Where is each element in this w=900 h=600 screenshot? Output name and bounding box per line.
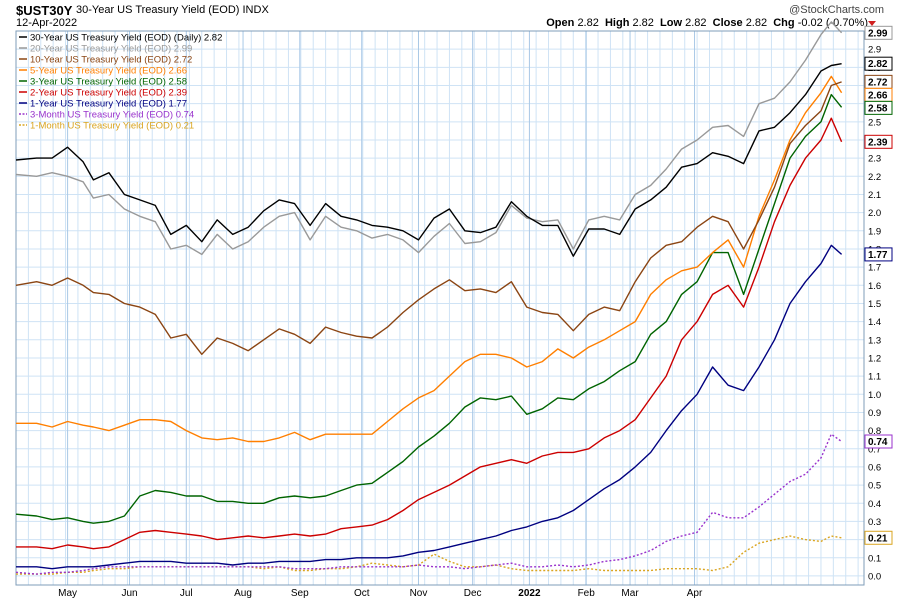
y-tick-label: 1.9 bbox=[868, 226, 881, 237]
last-value-label: 0.74 bbox=[868, 437, 888, 448]
y-tick-label: 0.1 bbox=[868, 553, 881, 564]
last-value-label: 2.82 bbox=[868, 59, 888, 70]
ticker-symbol: $UST30Y bbox=[16, 3, 73, 18]
legend-entry: 30-Year US Treasury Yield (EOD) (Daily) … bbox=[30, 33, 222, 44]
series-line bbox=[16, 244, 843, 570]
x-tick-label: Jul bbox=[180, 588, 193, 599]
x-tick-label: Aug bbox=[234, 588, 252, 599]
x-tick-label: Dec bbox=[464, 588, 482, 599]
series-line bbox=[16, 535, 842, 575]
y-tick-label: 0.7 bbox=[868, 444, 881, 455]
y-tick-label: 1.7 bbox=[868, 263, 881, 274]
x-tick-label: Feb bbox=[578, 588, 596, 599]
series-line bbox=[16, 75, 843, 443]
high-value: 2.82 bbox=[632, 17, 654, 29]
x-tick-label: Jun bbox=[121, 588, 137, 599]
last-value-label: 2.39 bbox=[868, 137, 888, 148]
last-value-box bbox=[864, 530, 893, 545]
y-tick-label: 1.0 bbox=[868, 390, 881, 401]
chart-date: 12-Apr-2022 bbox=[16, 17, 78, 29]
y-tick-label: 2.1 bbox=[868, 190, 881, 201]
open-label: Open bbox=[546, 17, 575, 29]
legend-entry: 3-Month US Treasury Yield (EOD) 0.74 bbox=[30, 110, 194, 121]
y-tick-label: 2.3 bbox=[868, 154, 881, 165]
x-tick-label: Nov bbox=[410, 588, 428, 599]
legend-entry: 3-Year US Treasury Yield (EOD) 2.58 bbox=[30, 77, 187, 88]
last-value-box bbox=[864, 100, 893, 115]
series-line bbox=[15, 21, 843, 256]
title-text: 30-Year US Treasury Yield (EOD) bbox=[76, 4, 240, 16]
legend-entry: 2-Year US Treasury Yield (EOD) 2.39 bbox=[30, 88, 187, 99]
legend-entry: 10-Year US Treasury Yield (EOD) 2.72 bbox=[30, 55, 192, 66]
stockcharts-watermark: @StockCharts.com bbox=[789, 4, 884, 16]
close-label: Close bbox=[712, 17, 743, 29]
y-tick-label: 2.0 bbox=[868, 208, 881, 219]
series-line bbox=[16, 117, 843, 550]
y-tick-label: 1.4 bbox=[868, 317, 881, 328]
chart-menu-icon[interactable] bbox=[868, 21, 876, 26]
last-value-box bbox=[864, 247, 893, 262]
y-tick-label: 0.0 bbox=[868, 571, 881, 582]
close-value: 2.82 bbox=[745, 17, 768, 29]
chg-label: Chg bbox=[773, 17, 795, 29]
legend-entry: 20-Year US Treasury Yield (EOD) 2.99 bbox=[30, 44, 192, 55]
low-label: Low bbox=[660, 17, 683, 29]
last-value-box bbox=[864, 434, 893, 449]
last-value-label: 2.72 bbox=[868, 77, 888, 88]
y-tick-label: 2.9 bbox=[868, 45, 881, 56]
plot-background bbox=[16, 31, 864, 585]
x-tick-label: Mar bbox=[621, 588, 639, 599]
y-tick-label: 0.6 bbox=[868, 462, 881, 473]
last-value-box bbox=[864, 134, 893, 149]
y-tick-label: 1.2 bbox=[868, 353, 881, 364]
last-value-label: 2.99 bbox=[868, 28, 888, 39]
y-tick-label: 2.2 bbox=[868, 172, 881, 183]
exchange-label: INDX bbox=[242, 4, 269, 16]
chart-title: 30-Year US Treasury Yield (EOD) INDX bbox=[76, 4, 269, 16]
open-value: 2.82 bbox=[577, 17, 599, 29]
high-label: High bbox=[604, 17, 630, 29]
y-tick-label: 1.3 bbox=[868, 335, 881, 346]
y-tick-label: 0.9 bbox=[868, 408, 881, 419]
legend-entry: 5-Year US Treasury Yield (EOD) 2.66 bbox=[30, 66, 187, 77]
last-value-label: 2.58 bbox=[868, 103, 888, 114]
x-tick-label: Oct bbox=[354, 588, 370, 599]
y-tick-label: 1.6 bbox=[868, 281, 881, 292]
x-tick-label: Sep bbox=[291, 588, 309, 599]
x-tick-label: Apr bbox=[687, 588, 703, 599]
legend-entry: 1-Year US Treasury Yield (EOD) 1.77 bbox=[30, 99, 187, 110]
chart-header: $UST30Y 30-Year US Treasury Yield (EOD) … bbox=[0, 0, 900, 30]
last-value-box bbox=[864, 25, 893, 40]
series-line bbox=[15, 63, 842, 257]
legend-entry: 1-Month US Treasury Yield (EOD) 0.21 bbox=[30, 121, 194, 132]
last-value-label: 0.21 bbox=[868, 533, 888, 544]
y-tick-label: 0.5 bbox=[868, 481, 881, 492]
last-value-box bbox=[864, 56, 893, 71]
last-value-label: 2.66 bbox=[868, 90, 888, 101]
x-tick-label: 2022 bbox=[518, 588, 541, 599]
y-tick-label: 0.4 bbox=[868, 499, 881, 510]
y-tick-label: 0.3 bbox=[868, 517, 881, 528]
last-value-label: 1.77 bbox=[868, 250, 888, 261]
y-tick-label: 1.1 bbox=[868, 372, 881, 383]
plot-frame bbox=[15, 30, 865, 586]
low-value: 2.82 bbox=[685, 17, 707, 29]
series-line bbox=[15, 81, 842, 355]
y-tick-label: 1.5 bbox=[868, 299, 881, 310]
ohlc-readout: Open 2.82 High 2.82 Low 2.82 Close 2.82 … bbox=[546, 17, 868, 29]
y-tick-label: 0.8 bbox=[868, 426, 881, 437]
x-tick-label: May bbox=[58, 588, 77, 599]
y-tick-label: 2.5 bbox=[868, 117, 881, 128]
